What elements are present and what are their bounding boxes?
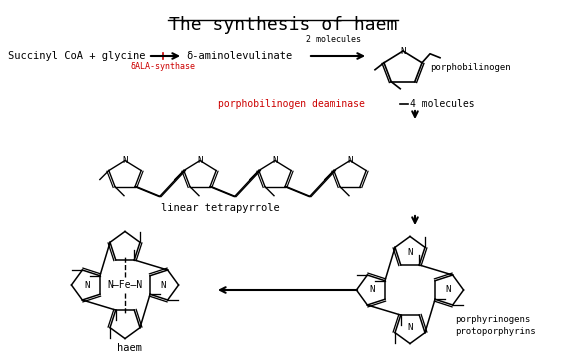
Text: N: N <box>400 47 405 56</box>
Text: N: N <box>407 323 413 332</box>
Text: δALA-synthase: δALA-synthase <box>130 62 196 71</box>
Text: linear tetrapyrrole: linear tetrapyrrole <box>160 203 280 213</box>
Text: haem: haem <box>117 343 142 353</box>
Text: porphyrinogens: porphyrinogens <box>455 316 530 325</box>
Text: N: N <box>445 286 451 295</box>
Text: N: N <box>407 248 413 257</box>
Text: N: N <box>197 156 202 165</box>
Text: N: N <box>160 280 166 290</box>
Text: porphobilinogen: porphobilinogen <box>430 64 511 73</box>
Text: porphobilinogen deaminase: porphobilinogen deaminase <box>218 99 365 109</box>
Text: N–Fe–N: N–Fe–N <box>107 280 143 290</box>
Text: Succinyl CoA + glycine: Succinyl CoA + glycine <box>8 51 146 61</box>
Text: N: N <box>122 156 128 165</box>
Text: protoporphyrins: protoporphyrins <box>455 327 536 336</box>
Text: 2 molecules: 2 molecules <box>306 35 361 44</box>
Text: The synthesis of haem: The synthesis of haem <box>169 16 397 34</box>
Text: N: N <box>370 286 375 295</box>
Text: N: N <box>84 280 90 290</box>
Text: N: N <box>272 156 278 165</box>
Text: 4 molecules: 4 molecules <box>410 99 475 109</box>
Text: N: N <box>348 156 353 165</box>
Text: δ-aminolevulinate: δ-aminolevulinate <box>186 51 292 61</box>
